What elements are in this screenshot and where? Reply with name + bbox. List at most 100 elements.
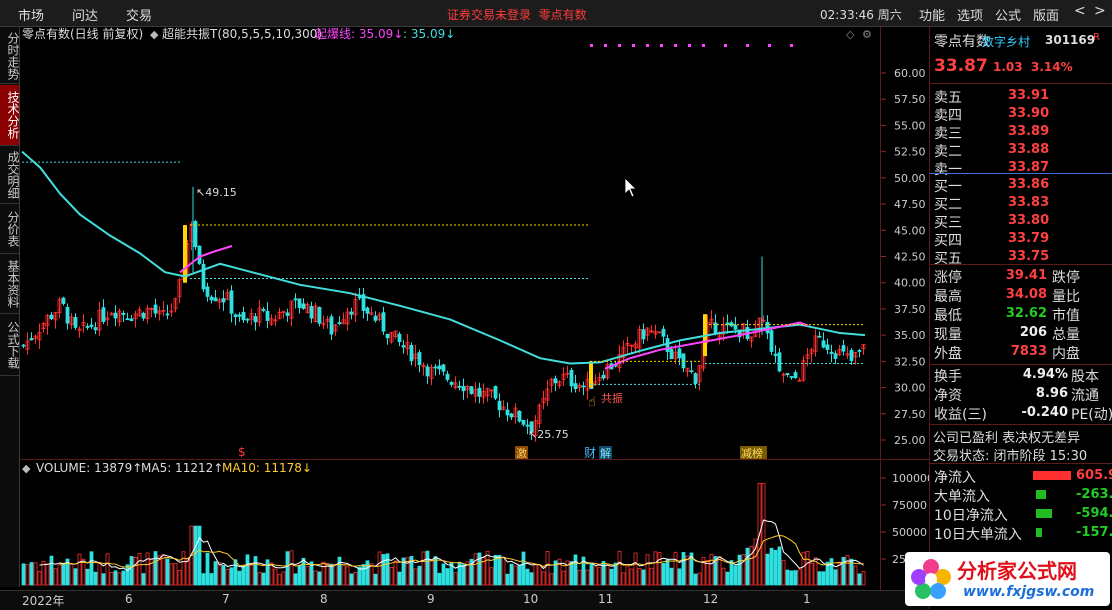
candle — [573, 383, 578, 390]
candle — [797, 379, 802, 382]
candle — [605, 364, 610, 379]
volume-bar — [361, 564, 366, 586]
price-tick: 27.50 — [894, 408, 926, 421]
volume-toggle-icon[interactable]: ◆ — [22, 462, 31, 475]
volume-bar — [661, 563, 666, 586]
bid-price[interactable]: 33.86 — [1008, 177, 1050, 192]
event-marker-jianbang[interactable]: 减榜 — [741, 446, 763, 460]
candle — [81, 321, 86, 326]
volume-bar — [137, 553, 142, 586]
volume-bar — [477, 552, 482, 586]
candle — [657, 331, 662, 334]
settings-icon[interactable]: ⚙ — [862, 28, 872, 41]
ask-level-label: 卖三 — [934, 126, 962, 142]
volume-bar — [673, 551, 678, 586]
ask-price[interactable]: 33.88 — [1008, 142, 1050, 157]
volume-bar — [813, 557, 818, 586]
stat-label: 总量 — [1052, 327, 1080, 343]
login-warning[interactable]: 证券交易未登录 零点有数 — [447, 8, 587, 22]
candle — [549, 378, 554, 386]
volume-bar — [717, 556, 722, 586]
candle — [237, 314, 242, 317]
menu-function[interactable]: 功能 — [919, 9, 946, 24]
next-button[interactable]: > — [1094, 3, 1106, 19]
menu-market[interactable]: 市场 — [18, 9, 45, 24]
volume-bar — [433, 556, 438, 586]
ask-price[interactable]: 33.87 — [1008, 160, 1050, 175]
ask-price[interactable]: 33.89 — [1008, 124, 1050, 139]
event-marker-ji[interactable]: 激 — [516, 446, 527, 460]
tab-fundamentals[interactable]: 基本资料 — [0, 255, 20, 314]
indicator-name[interactable]: 超能共振T(80,5,5,5,10,300) — [162, 26, 322, 41]
ask-price[interactable]: 33.91 — [1008, 88, 1050, 103]
volume-bar — [557, 558, 562, 586]
tab-intraday[interactable]: 分时走势 — [0, 29, 20, 84]
volume-bar — [53, 568, 58, 586]
bid-price[interactable]: 33.79 — [1008, 231, 1050, 246]
volume-bar — [549, 573, 554, 586]
volume-bar — [825, 561, 830, 586]
price-tick: 35.00 — [894, 329, 926, 342]
bid-price[interactable]: 33.75 — [1008, 249, 1050, 264]
ask-price[interactable]: 33.90 — [1008, 106, 1050, 121]
volume-bar — [645, 554, 650, 586]
ma5-label: MA5: 11212↑ — [141, 461, 223, 475]
candle — [693, 373, 698, 384]
event-marker-jie[interactable]: 解 — [600, 446, 611, 460]
candle — [29, 338, 34, 341]
tab-formula-download[interactable]: 公式下载 — [0, 315, 20, 376]
candle — [377, 314, 382, 320]
candle — [241, 312, 246, 321]
signal-dot — [702, 44, 705, 47]
candle — [457, 385, 462, 388]
stat-label: 换手 — [934, 369, 962, 385]
volume-bar — [317, 571, 322, 586]
volume-bar — [133, 557, 138, 586]
candle — [517, 410, 522, 422]
menu-formula[interactable]: 公式 — [995, 9, 1022, 24]
volume-bar — [821, 571, 826, 586]
price-axis: 60.00 57.50 55.00 52.50 50.00 47.50 45.00 42.50… — [881, 67, 926, 447]
menu-wenda[interactable]: 问达 — [72, 9, 99, 24]
ask-level-label: 卖四 — [934, 108, 962, 124]
volume-ma-line — [39, 519, 864, 571]
volume-tick: 25 — [892, 553, 906, 566]
diamond-icon[interactable]: ◇ — [846, 28, 855, 41]
prev-button[interactable]: < — [1074, 3, 1086, 19]
candle — [485, 388, 490, 397]
candle — [133, 313, 138, 320]
company-notice: 公司已盈利 表决权无差异 — [933, 431, 1081, 446]
menu-trade[interactable]: 交易 — [126, 9, 153, 24]
x-tick: 10 — [523, 592, 539, 606]
concept-tag[interactable]: 数字乡村 — [982, 35, 1031, 49]
stat-label: 股本 — [1071, 369, 1099, 385]
kline-chart[interactable]: 60.00 57.50 55.00 52.50 50.00 47.50 45.00 42.50… — [0, 0, 929, 590]
signal-dot — [604, 44, 607, 47]
indicator-toggle-icon[interactable]: ◆ — [150, 28, 159, 41]
x-tick: 11 — [598, 592, 614, 606]
menu-options[interactable]: 选项 — [957, 9, 984, 24]
bid-price[interactable]: 33.83 — [1008, 195, 1050, 210]
volume-bar — [329, 563, 334, 586]
bid-price[interactable]: 33.80 — [1008, 213, 1050, 228]
event-marker-cai[interactable]: 财 — [584, 446, 596, 460]
tab-technical[interactable]: 技术分析 — [0, 85, 20, 146]
tab-trades[interactable]: 成交明细 — [0, 147, 20, 204]
chart-title: 零点有数(日线 前复权) — [22, 26, 143, 41]
x-tick: 6 — [125, 592, 133, 606]
menu-layout[interactable]: 版面 — [1033, 9, 1060, 24]
candle — [33, 335, 38, 339]
event-marker-dollar[interactable]: $ — [238, 445, 246, 459]
volume-bar — [293, 573, 298, 586]
candle — [229, 290, 234, 314]
tab-price-table[interactable]: 分价表 — [0, 205, 20, 254]
volume-bar — [621, 572, 626, 586]
candle — [769, 330, 774, 352]
candle — [93, 327, 98, 331]
candle — [733, 325, 738, 330]
candle — [425, 366, 430, 377]
volume-bar — [845, 555, 850, 586]
candle — [845, 353, 850, 356]
volume-bar — [697, 572, 702, 586]
candle — [461, 386, 466, 392]
